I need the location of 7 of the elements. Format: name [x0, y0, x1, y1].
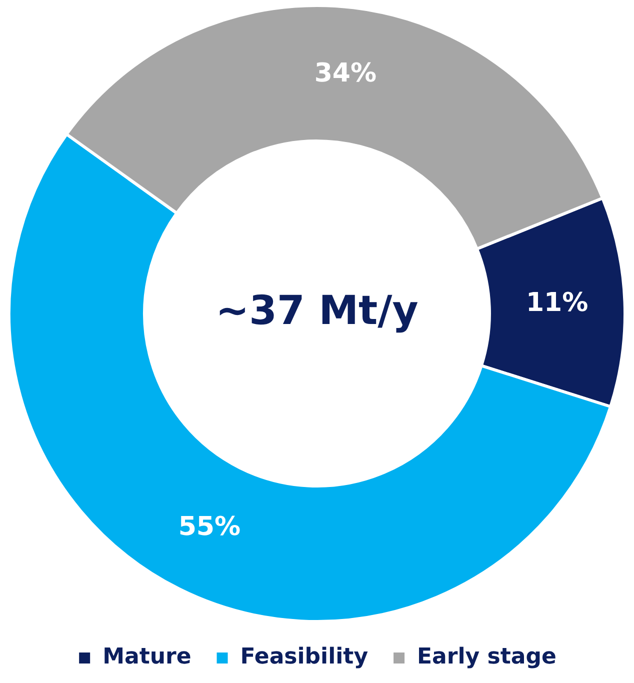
legend-label: Early stage [417, 644, 556, 670]
legend-label: Feasibility [240, 644, 368, 670]
text: ~37 Mt/y [216, 288, 418, 334]
data-label: 34% [314, 58, 377, 89]
data-label: 55% [178, 512, 241, 542]
legend-label: Mature [102, 644, 192, 670]
data-label: 11% [526, 288, 588, 318]
